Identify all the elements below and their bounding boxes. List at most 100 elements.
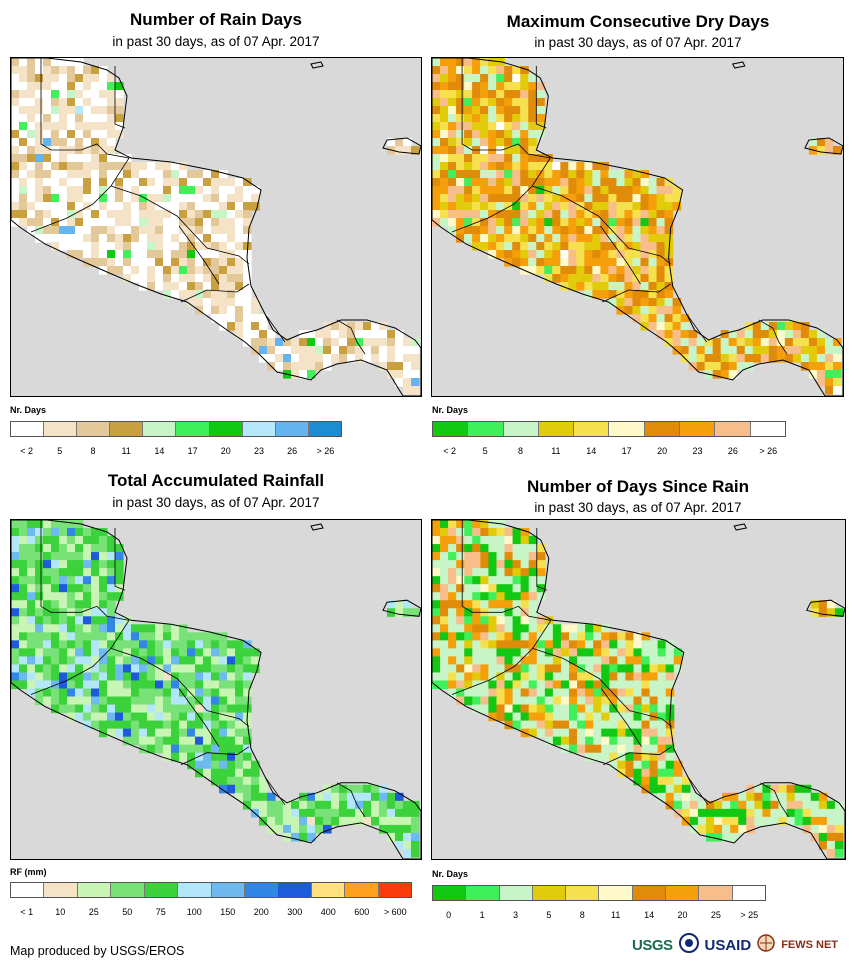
legend-swatch: [110, 422, 144, 436]
legend-swatch: [666, 886, 700, 900]
map-rain-days[interactable]: [10, 57, 422, 397]
legend-swatch: [244, 883, 279, 897]
legend-swatch: [176, 422, 210, 436]
legend-label: < 2: [443, 446, 457, 456]
legend-swatch: [574, 422, 610, 436]
legend-label: 3: [512, 910, 519, 920]
legend-label: 20: [220, 446, 231, 456]
legend-swatch: [311, 883, 346, 897]
legend-label: 5: [57, 446, 63, 456]
legend-label: 14: [644, 910, 655, 920]
legend-label: 14: [586, 446, 597, 456]
panel-subtitle: in past 30 days, as of 07 Apr. 2017: [534, 500, 742, 515]
legend-label: 5: [546, 910, 552, 920]
legend-label: 25: [710, 910, 721, 920]
legend-label: 300: [287, 907, 303, 917]
usaid-logo: USAID: [704, 936, 752, 954]
legend-swatch: [468, 422, 504, 436]
legend-ticks: 0 1 3 5 8 11 14 20 25 > 25: [432, 910, 766, 922]
legend-label: 11: [611, 910, 621, 920]
legend-label: 14: [154, 446, 165, 456]
legend-swatch: [11, 883, 45, 897]
legend-label: 17: [187, 446, 198, 456]
legend-label: 150: [220, 907, 236, 917]
legend-label: 11: [121, 446, 131, 456]
legend-label: 23: [692, 446, 703, 456]
legend-swatch: [77, 883, 112, 897]
panel-title: Number of Rain Days: [130, 10, 302, 29]
raster-grid: [432, 58, 842, 395]
legend-label: 0: [446, 910, 452, 920]
legend-swatch: [378, 883, 412, 897]
legend-swatch: [503, 422, 539, 436]
legend-label: 25: [88, 907, 99, 917]
legend-label: > 26: [316, 446, 335, 456]
map-svg: [11, 520, 421, 859]
legend-label: > 25: [740, 910, 759, 920]
legend-label: 26: [287, 446, 298, 456]
legend-swatch: [143, 422, 177, 436]
fews-logo: FEWS NET: [781, 939, 839, 951]
legend-label: 5: [482, 446, 488, 456]
country-outlines: [11, 58, 421, 396]
country-outlines: [432, 58, 843, 396]
map-max-dry-days[interactable]: [431, 57, 844, 397]
legend-swatch: [345, 883, 379, 897]
legend-swatch: [715, 422, 751, 436]
legend-label: 10: [55, 907, 66, 917]
legend-swatch: [44, 422, 78, 436]
credit-text: Map produced by USGS/EROS: [10, 944, 185, 958]
legend-label: 23: [253, 446, 265, 456]
legend-label: 17: [621, 446, 632, 456]
legend-swatch: [599, 886, 633, 900]
legend-label: 20: [657, 446, 668, 456]
legend-bar: [432, 421, 786, 437]
legend-swatch: [532, 886, 567, 900]
legend-label: 75: [155, 907, 166, 917]
legend-swatch: [209, 422, 243, 436]
map-svg: [432, 58, 843, 396]
legend-swatch: [308, 422, 341, 436]
legend-label: 11: [551, 446, 561, 456]
legend-swatch: [680, 422, 716, 436]
legend-swatch: [538, 422, 575, 436]
legend-label: 20: [677, 910, 688, 920]
map-svg: [11, 58, 421, 396]
legend-bar: [432, 885, 766, 901]
legend-swatch: [699, 886, 733, 900]
legend-swatch: [609, 422, 645, 436]
legend-title: Nr. Days: [10, 405, 47, 415]
map-total-rainfall[interactable]: [10, 519, 422, 860]
country-outlines: [11, 520, 421, 859]
legend-label: > 600: [383, 907, 407, 917]
legend-label: 8: [579, 910, 585, 920]
legend-bar: [10, 882, 412, 898]
legend-swatch: [566, 886, 600, 900]
panel-title: Number of Days Since Rain: [526, 477, 749, 496]
legend-swatch: [632, 886, 667, 900]
map-days-since-rain[interactable]: [431, 519, 846, 860]
legend-swatch: [211, 883, 245, 897]
legend-label: 8: [517, 446, 524, 456]
legend-label: 8: [90, 446, 96, 456]
legend-label: > 26: [759, 446, 778, 456]
usaid-seal-icon: [678, 932, 699, 958]
country-outlines: [432, 520, 845, 859]
legend-swatch: [111, 883, 145, 897]
legend-label: 26: [727, 446, 738, 456]
legend-label: < 2: [20, 446, 33, 456]
legend-swatch: [144, 883, 179, 897]
legend-label: 600: [354, 907, 370, 917]
legend-label: 50: [122, 907, 133, 917]
legend-swatch: [178, 883, 212, 897]
legend-title: Nr. Days: [432, 405, 469, 415]
legend-swatch: [77, 422, 111, 436]
legend-label: 200: [253, 907, 269, 917]
legend-swatch: [499, 886, 533, 900]
legend-swatch: [433, 422, 469, 436]
legend-swatch: [644, 422, 681, 436]
logo-strip: USGS USAID FEWS NET: [632, 932, 838, 958]
legend-swatch: [44, 883, 78, 897]
legend-swatch: [750, 422, 785, 436]
legend-swatch: [242, 422, 276, 436]
